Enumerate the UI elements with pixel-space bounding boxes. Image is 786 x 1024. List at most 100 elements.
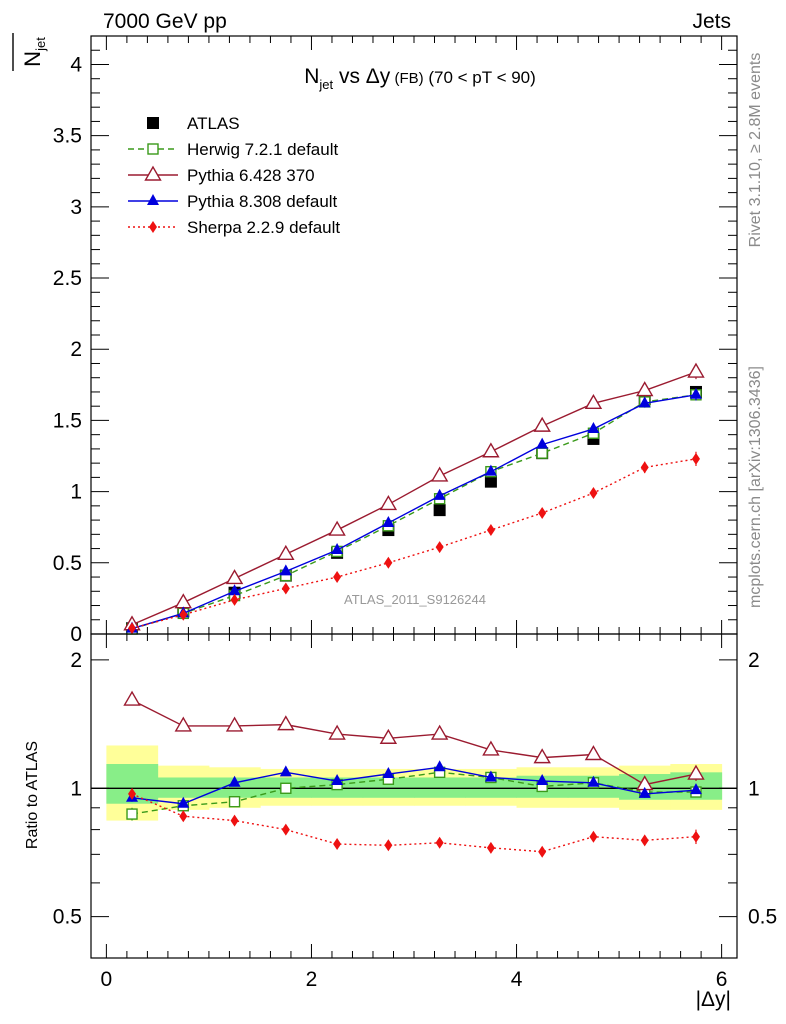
data-point (174, 716, 192, 732)
data-point (533, 748, 551, 764)
data-point (538, 506, 547, 519)
data-point (333, 838, 342, 851)
title-n: N (304, 65, 319, 88)
data-point (379, 495, 398, 511)
data-point (149, 221, 157, 233)
data-point (486, 524, 495, 537)
header-right-label: Jets (692, 10, 731, 33)
data-point (486, 841, 495, 854)
legend-label: Herwig 7.2.1 default (187, 140, 338, 159)
data-point (435, 541, 444, 554)
data-point (225, 569, 244, 585)
data-point (587, 775, 600, 787)
data-point (147, 194, 159, 205)
data-point (280, 782, 292, 794)
y-tick-label: 4 (70, 53, 82, 76)
ratio-ylabel: Ratio to ATLAS (24, 741, 41, 849)
data-point (331, 774, 344, 786)
main-title: Njet vs Δy (FB) (70 < pT < 90) (304, 65, 536, 92)
series-pythia6 (123, 690, 705, 791)
data-point (147, 143, 159, 155)
series-pythia8 (126, 387, 702, 633)
data-point (691, 452, 700, 465)
data-point (433, 488, 446, 500)
title-vs: vs Δy (333, 65, 391, 88)
title-fb: (FB) (390, 70, 423, 87)
data-point (638, 786, 651, 798)
legend-label: Sherpa 2.2.9 default (187, 218, 340, 237)
data-point (430, 466, 449, 482)
analysis-watermark: ATLAS_2011_S9126244 (344, 592, 486, 607)
data-point (430, 724, 449, 740)
y-tick-label: 0.5 (53, 552, 82, 575)
data-point (484, 475, 497, 488)
y-tick-label: 3 (70, 196, 82, 219)
data-point (484, 464, 497, 476)
data-point (636, 381, 654, 397)
data-point (435, 836, 444, 849)
legend: ATLAS Herwig 7.2.1 default Pythia 6.428 37… (128, 114, 340, 237)
data-point (640, 461, 649, 474)
data-point (533, 416, 551, 432)
data-point (179, 810, 188, 823)
y-tick-label: 3.5 (53, 125, 82, 148)
data-point (179, 608, 188, 621)
title-range: (70 < pT < 90) (424, 68, 536, 87)
y-tick-label: 2.5 (53, 267, 82, 290)
legend-label: Pythia 6.428 370 (187, 166, 315, 185)
main-plot-panel: Njet vs Δy (FB) (70 < pT < 90) ATLAS_201… (53, 35, 738, 646)
data-point (584, 393, 603, 410)
ratio-y-tick-label: 1 (70, 777, 82, 800)
ratio-uncertainty-bands (106, 745, 723, 821)
ratio-y-tick-label: 0.5 (53, 906, 82, 929)
data-point (279, 564, 292, 576)
data-point (230, 593, 239, 606)
data-point (328, 724, 346, 740)
data-point (433, 760, 446, 772)
ratio-y-tick-label-right: 1 (748, 777, 760, 800)
data-point (230, 814, 239, 827)
data-point (126, 808, 138, 820)
data-point (279, 765, 292, 777)
data-point (587, 421, 600, 433)
data-point (228, 584, 241, 596)
data-point (128, 787, 137, 800)
legend-entry-atlas: ATLAS (147, 114, 240, 133)
data-point (281, 582, 290, 595)
legend-entry-sherpa: Sherpa 2.2.9 default (128, 218, 340, 237)
data-point (689, 387, 702, 399)
data-point (589, 830, 598, 843)
ratio-y-tick-label-right: 0.5 (748, 906, 777, 929)
data-point (379, 728, 398, 744)
legend-entry-herwig: Herwig 7.2.1 default (128, 140, 338, 159)
legend-entry-pythia8: Pythia 8.308 default (128, 192, 338, 211)
data-point (689, 783, 702, 795)
data-point (640, 834, 649, 847)
series-line-pythia8 (131, 394, 697, 630)
rivet-version-label: Rivet 3.1.10, ≥ 2.8M events (747, 53, 764, 248)
main-ylabel-n: N (20, 51, 45, 67)
main-ylabel: Njet (20, 37, 48, 67)
x-tick-label: 0 (101, 968, 113, 991)
data-point (536, 774, 549, 786)
y-tick-label: 1.5 (53, 409, 82, 432)
data-point (147, 117, 159, 129)
series-sherpa (128, 451, 700, 635)
mcplots-label: mcplots.cern.ch [arXiv:1306.3436] (747, 366, 764, 608)
data-point (484, 770, 497, 782)
data-point (123, 690, 141, 706)
data-point (174, 593, 192, 609)
data-point (384, 556, 393, 569)
svg-text:Njet: Njet (20, 37, 48, 67)
series-line-sherpa (131, 793, 697, 853)
ratio-y-tick-label-right: 2 (748, 649, 760, 672)
ratio-y-tick-label: 2 (70, 649, 82, 672)
y-tick-label: 1 (70, 481, 82, 504)
data-point (584, 745, 603, 761)
data-point (128, 622, 137, 635)
title-sub: jet (318, 77, 333, 92)
data-point (536, 447, 548, 459)
series-line-pythia6 (131, 371, 697, 626)
data-point (228, 775, 241, 787)
